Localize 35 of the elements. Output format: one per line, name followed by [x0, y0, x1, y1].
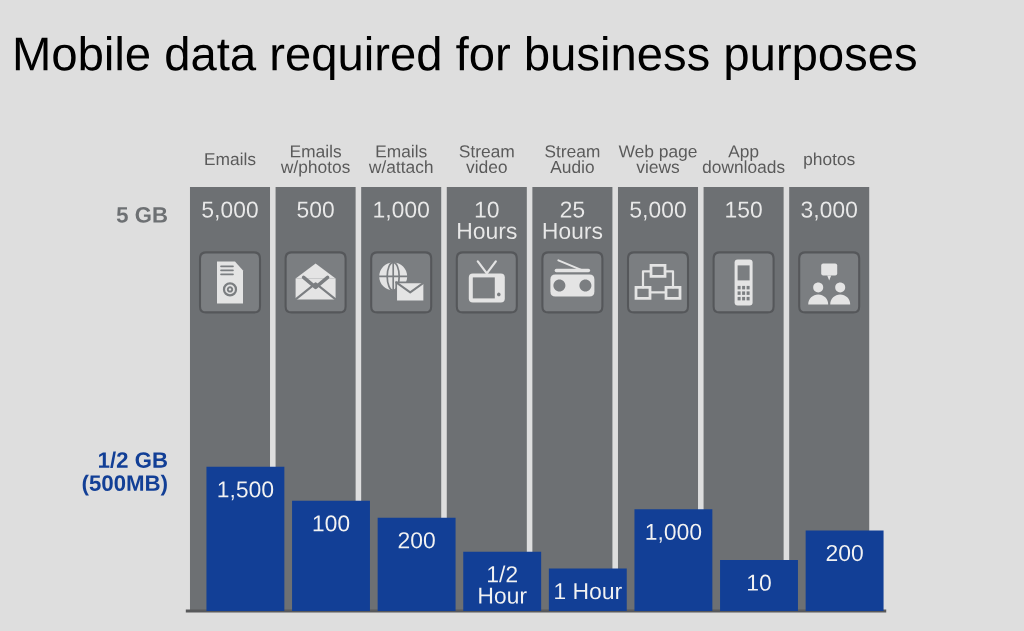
- x-tick-label: Stream video: [459, 145, 514, 174]
- annotation: 5,000: [630, 201, 686, 221]
- x-tick-label: Emails w/photos: [280, 144, 350, 177]
- bar: [206, 466, 285, 611]
- x-tick-label: Emails: [205, 152, 256, 166]
- x-tick-label: Stream Audio: [545, 145, 600, 174]
- annotation: 1,000: [646, 523, 702, 543]
- bar: [377, 517, 456, 611]
- bar: [463, 551, 542, 611]
- x-tick-label: App downloads: [702, 145, 785, 174]
- annotation: 200: [398, 532, 435, 549]
- bar: [720, 560, 798, 611]
- annotation: 10 Hours: [458, 201, 517, 240]
- x-tick-label: Web page views: [618, 144, 697, 174]
- annotation: 100: [313, 515, 350, 532]
- bar: [292, 500, 370, 611]
- annotation: 25 Hours: [543, 201, 603, 240]
- x-tick-label: Emails w/attach: [368, 144, 433, 174]
- annotation: 1,000: [374, 201, 429, 221]
- annotation: 1 Hour: [555, 583, 622, 600]
- annotation: 200: [826, 544, 863, 562]
- annotation: 1/2 Hour: [479, 565, 527, 604]
- bar: [634, 509, 713, 611]
- annotation: 1,500: [218, 481, 274, 501]
- series-label: 1/2 GB (500MB): [82, 451, 167, 496]
- chart-title: Mobile data required for business purposes: [15, 35, 916, 81]
- bar: [548, 568, 627, 611]
- annotation: 500: [297, 201, 334, 218]
- annotation: 3,000: [801, 201, 857, 221]
- annotation: 5,000: [202, 201, 258, 221]
- bar: [805, 530, 884, 611]
- x-tick-label: photos: [804, 152, 855, 169]
- annotation: 150: [726, 201, 762, 218]
- annotation: 10: [748, 574, 771, 591]
- series-label: 5 GB: [116, 207, 167, 223]
